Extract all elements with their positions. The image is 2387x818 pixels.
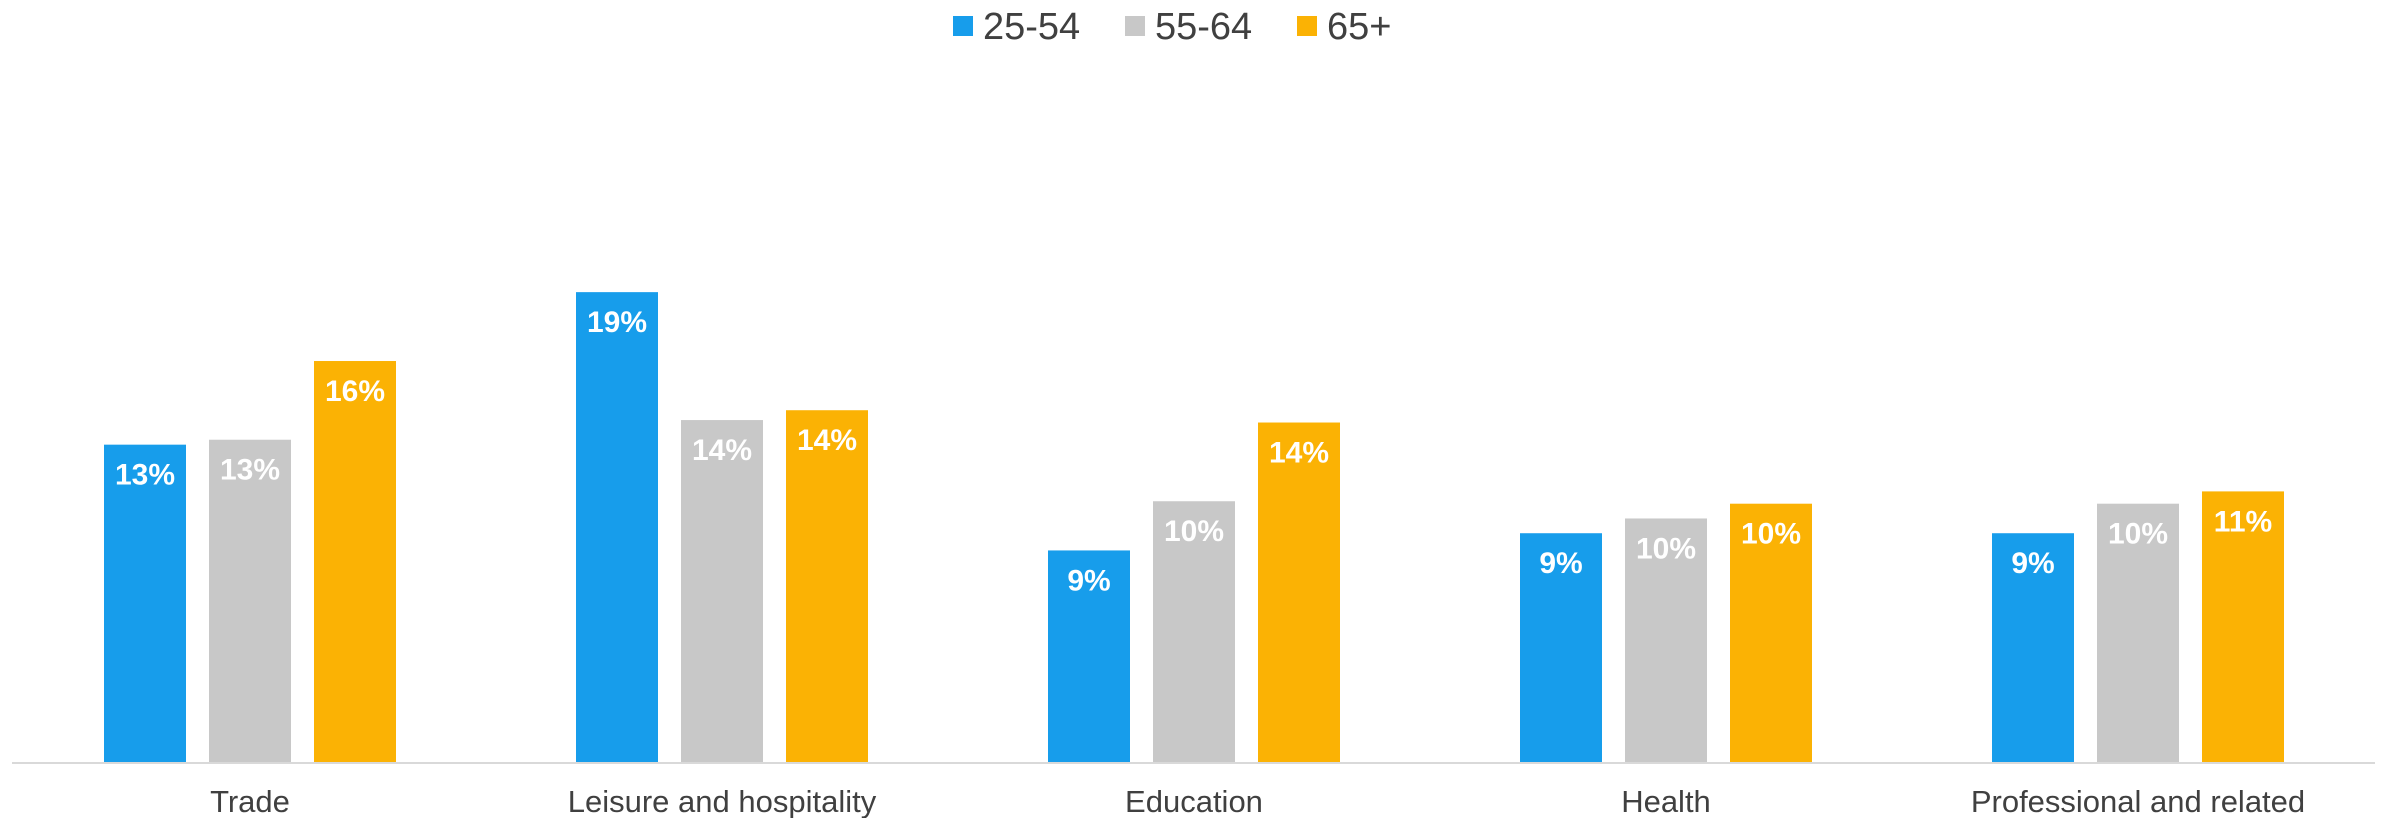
legend-swatch <box>953 16 973 36</box>
bar-65--2 <box>1258 422 1340 762</box>
category-label: Leisure and hospitality <box>568 784 877 818</box>
legend-swatch <box>1297 16 1317 36</box>
category-label: Education <box>1125 784 1263 818</box>
category-labels: Trade Leisure and hospitality Education Hea… <box>210 784 2305 818</box>
bar-65--3 <box>1730 503 1812 762</box>
data-label: 10% <box>1741 518 1801 551</box>
data-label: 9% <box>2011 547 2054 580</box>
legend-label: 65+ <box>1327 6 1391 48</box>
data-label: 14% <box>692 434 752 467</box>
bar-25-54-4 <box>1992 533 2074 762</box>
data-label: 14% <box>1269 437 1329 470</box>
bar-25-54-1 <box>576 292 658 762</box>
bar-group <box>104 292 2284 762</box>
data-label: 10% <box>1636 532 1696 565</box>
legend: 25-54 55-64 65+ <box>953 6 1391 48</box>
data-label: 19% <box>587 306 647 339</box>
data-label: 13% <box>115 459 175 492</box>
bar-65--1 <box>786 410 868 762</box>
data-label: 11% <box>2214 505 2272 538</box>
data-label: 9% <box>1067 564 1110 597</box>
bar-25-54-3 <box>1520 533 1602 762</box>
legend-label: 25-54 <box>983 6 1080 48</box>
data-label: 13% <box>220 454 280 487</box>
bar-25-54-0 <box>104 444 186 762</box>
data-label: 14% <box>797 424 857 457</box>
bar-65--0 <box>314 361 396 762</box>
bar-65--4 <box>2202 491 2284 762</box>
legend-label: 55-64 <box>1155 6 1252 48</box>
bar-55-64-1 <box>681 420 763 762</box>
category-label: Professional and related <box>1971 784 2305 818</box>
legend-swatch <box>1125 16 1145 36</box>
data-label: 9% <box>1539 547 1582 580</box>
bar-55-64-3 <box>1625 518 1707 762</box>
data-label: 16% <box>325 375 385 408</box>
data-label: 10% <box>1164 515 1224 548</box>
bar-25-54-2 <box>1048 550 1130 762</box>
category-label: Trade <box>210 784 290 818</box>
category-label: Health <box>1621 784 1711 818</box>
bar-55-64-4 <box>2097 503 2179 762</box>
bar-55-64-2 <box>1153 501 1235 762</box>
data-label: 10% <box>2108 518 2168 551</box>
data-labels: 13% 13% 16% 19% 14% 14% 9% 10% 14% 9% 10% 10% 9% 10% 1… <box>115 306 2272 597</box>
bar-55-64-0 <box>209 439 291 762</box>
